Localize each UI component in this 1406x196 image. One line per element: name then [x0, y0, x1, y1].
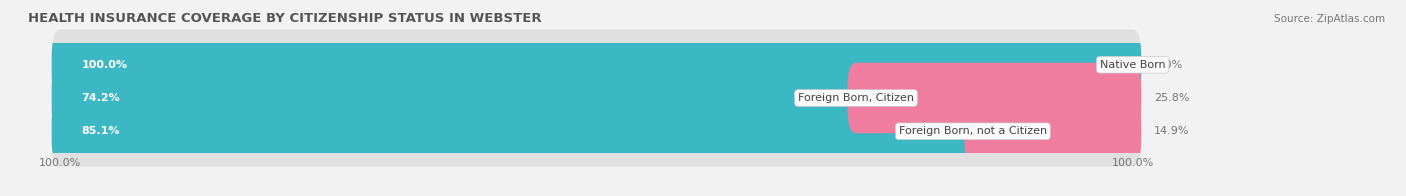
Text: 74.2%: 74.2%	[82, 93, 121, 103]
FancyBboxPatch shape	[52, 29, 1142, 100]
Text: 100.0%: 100.0%	[82, 60, 128, 70]
Text: 85.1%: 85.1%	[82, 126, 121, 136]
FancyBboxPatch shape	[52, 63, 865, 133]
Text: 0.0%: 0.0%	[1154, 60, 1182, 70]
Text: Foreign Born, not a Citizen: Foreign Born, not a Citizen	[898, 126, 1047, 136]
Text: Native Born: Native Born	[1099, 60, 1166, 70]
Text: Foreign Born, Citizen: Foreign Born, Citizen	[799, 93, 914, 103]
FancyBboxPatch shape	[52, 63, 1142, 133]
Text: 25.8%: 25.8%	[1154, 93, 1189, 103]
FancyBboxPatch shape	[52, 29, 1142, 100]
FancyBboxPatch shape	[52, 96, 981, 167]
Text: Source: ZipAtlas.com: Source: ZipAtlas.com	[1274, 14, 1385, 24]
FancyBboxPatch shape	[52, 96, 1142, 167]
FancyBboxPatch shape	[848, 63, 1142, 133]
Text: HEALTH INSURANCE COVERAGE BY CITIZENSHIP STATUS IN WEBSTER: HEALTH INSURANCE COVERAGE BY CITIZENSHIP…	[28, 12, 541, 25]
FancyBboxPatch shape	[965, 96, 1142, 167]
Text: 14.9%: 14.9%	[1154, 126, 1189, 136]
